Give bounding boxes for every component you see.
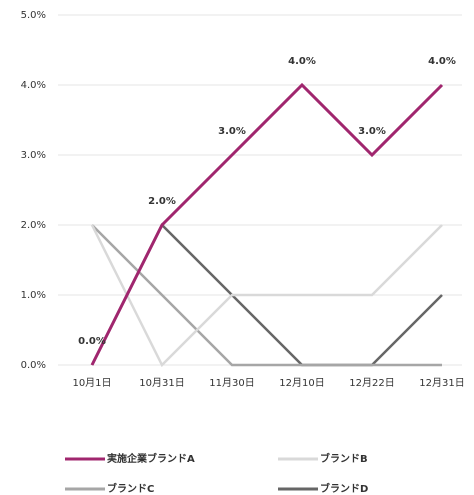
x-tick-label: 10月31日 — [139, 377, 184, 389]
data-label: 4.0% — [428, 56, 456, 67]
legend-label: ブランドB — [320, 452, 368, 465]
x-tick-label: 11月30日 — [209, 377, 254, 389]
legend-label: ブランドC — [107, 482, 154, 495]
y-tick-label: 2.0% — [21, 220, 46, 231]
x-tick-label: 10月1日 — [72, 377, 111, 389]
x-tick-label: 12月31日 — [419, 377, 464, 389]
legend-label: ブランドD — [320, 482, 368, 495]
y-tick-label: 0.0% — [21, 360, 46, 371]
y-tick-label: 3.0% — [21, 150, 46, 161]
x-tick-label: 12月22日 — [349, 377, 394, 389]
series-line — [90, 82, 444, 366]
series-line — [90, 224, 443, 368]
data-label: 3.0% — [218, 126, 246, 137]
legend-label: 実施企業ブランドA — [107, 452, 195, 465]
y-tick-label: 1.0% — [21, 290, 46, 301]
y-tick-label: 5.0% — [21, 10, 46, 21]
data-label: 2.0% — [148, 196, 176, 207]
y-tick-label: 4.0% — [21, 80, 46, 91]
data-label: 3.0% — [358, 126, 386, 137]
data-label: 0.0% — [78, 336, 106, 347]
x-tick-label: 12月10日 — [279, 377, 324, 389]
series-line — [91, 224, 442, 367]
data-label: 4.0% — [288, 56, 316, 67]
